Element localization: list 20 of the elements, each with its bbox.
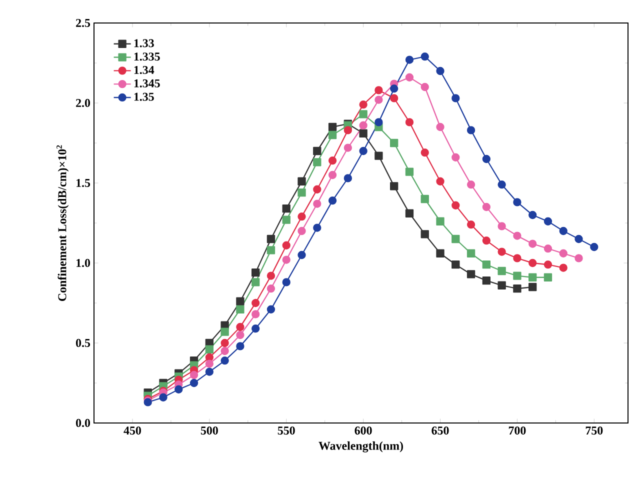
y-axis-title: Confinement Loss(dB/cm)×10$^{2}$ xyxy=(56,145,69,301)
x-tick-label: 650 xyxy=(432,426,449,435)
x-tick-label: 600 xyxy=(354,426,372,435)
legend-label: 1.345 xyxy=(134,79,160,88)
x-axis-title: Wavelength(nm) xyxy=(318,441,403,452)
x-tick-label: 750 xyxy=(586,426,603,435)
x-tick-label: 500 xyxy=(200,426,218,435)
y-tick-label: 2.5 xyxy=(76,18,90,28)
x-tick-label: 450 xyxy=(124,426,141,435)
legend-label: 1.34 xyxy=(134,66,154,74)
y-tick-label: 0.5 xyxy=(76,338,90,348)
legend-label: 1.335 xyxy=(134,52,160,61)
y-tick-label: 1.5 xyxy=(76,178,90,188)
y-tick-label: 2.0 xyxy=(76,98,90,108)
x-tick-label: 550 xyxy=(278,426,295,435)
y-tick-label: 1.0 xyxy=(76,258,90,268)
y-tick-label: 0.0 xyxy=(76,418,90,428)
legend-label: 1.35 xyxy=(134,92,154,101)
x-tick-label: 700 xyxy=(508,426,526,435)
legend-label: 1.33 xyxy=(134,39,154,48)
